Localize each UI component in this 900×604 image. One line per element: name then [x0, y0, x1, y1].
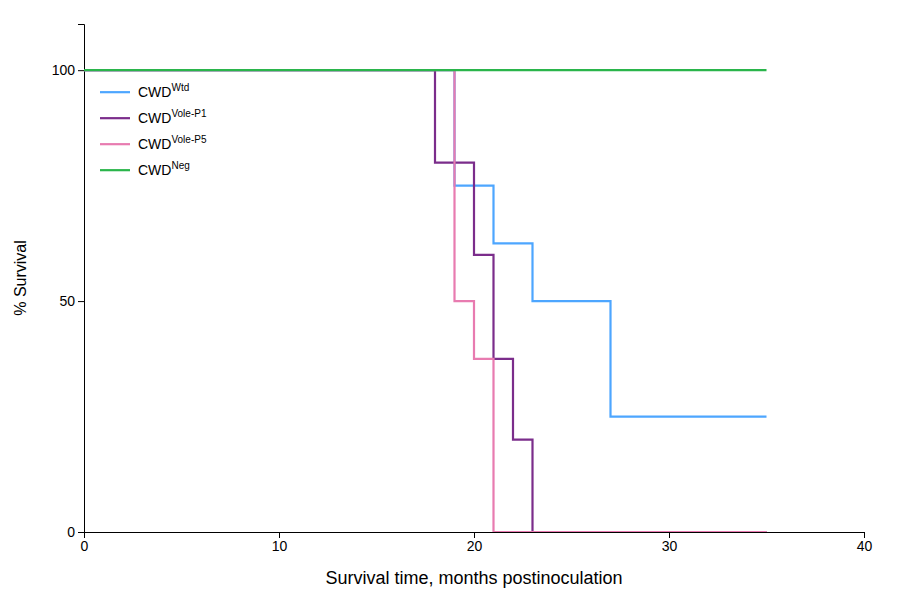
legend-item: CWDNeg	[100, 160, 190, 178]
lines	[84, 70, 767, 532]
legend-swatch	[100, 91, 130, 93]
survival-line	[84, 70, 767, 532]
y-axis-title: % Survival	[12, 240, 29, 316]
y-axis-tick: 100	[52, 62, 84, 78]
x-axis-tick: 20	[467, 532, 483, 554]
x-axis-tick-label: 30	[662, 538, 678, 554]
chart: 0 10 20 30 40 0 50 100 CWDWtd CWDVole-P1 CWDVole-P…	[0, 0, 900, 604]
x-axis-tick-label: 10	[272, 538, 288, 554]
x-axis-tick-label: 40	[857, 538, 873, 554]
y-axis: 0 50 100	[52, 25, 85, 540]
plot: 0 10 20 30 40 0 50 100 CWDWtd CWDVole-P1 CWDVole-P…	[52, 25, 873, 554]
x-axis-tick: 0	[81, 532, 89, 554]
y-axis-tick: 0	[67, 524, 84, 540]
y-axis-tick-mark	[78, 532, 84, 533]
legend-label: CWDWtd	[138, 82, 189, 100]
legend-label: CWDVole-P1	[138, 108, 207, 126]
x-axis-tick-label: 0	[81, 538, 89, 554]
y-axis-tick-label: 100	[52, 62, 76, 78]
y-axis-tick-mark	[78, 301, 84, 302]
x-axis-tick: 40	[857, 532, 873, 554]
survival-line	[84, 69, 767, 71]
y-axis-line	[78, 25, 85, 533]
legend-swatch	[100, 169, 130, 171]
legend-item: CWDVole-P1	[100, 108, 207, 126]
legend-swatch	[100, 143, 130, 145]
x-axis: 0 10 20 30 40	[81, 532, 873, 554]
legend-item: CWDVole-P5	[100, 134, 207, 152]
y-axis-tick-mark	[78, 70, 84, 71]
legend-item: CWDWtd	[100, 82, 189, 100]
y-axis-tick-label: 0	[67, 524, 75, 540]
x-axis-tick: 30	[662, 532, 678, 554]
legend-label: CWDVole-P5	[138, 134, 207, 152]
y-axis-tick-label: 50	[59, 293, 75, 309]
legend-swatch	[100, 117, 130, 119]
x-axis-title: Survival time, months postinoculation	[325, 568, 622, 588]
x-axis-tick-label: 20	[467, 538, 483, 554]
y-axis-tick: 50	[59, 293, 84, 309]
x-axis-tick: 10	[272, 532, 288, 554]
legend: CWDWtd CWDVole-P1 CWDVole-P5 CWDNeg	[100, 82, 207, 178]
survival-line	[84, 70, 767, 532]
survival-line	[84, 70, 767, 416]
legend-label: CWDNeg	[138, 160, 190, 178]
